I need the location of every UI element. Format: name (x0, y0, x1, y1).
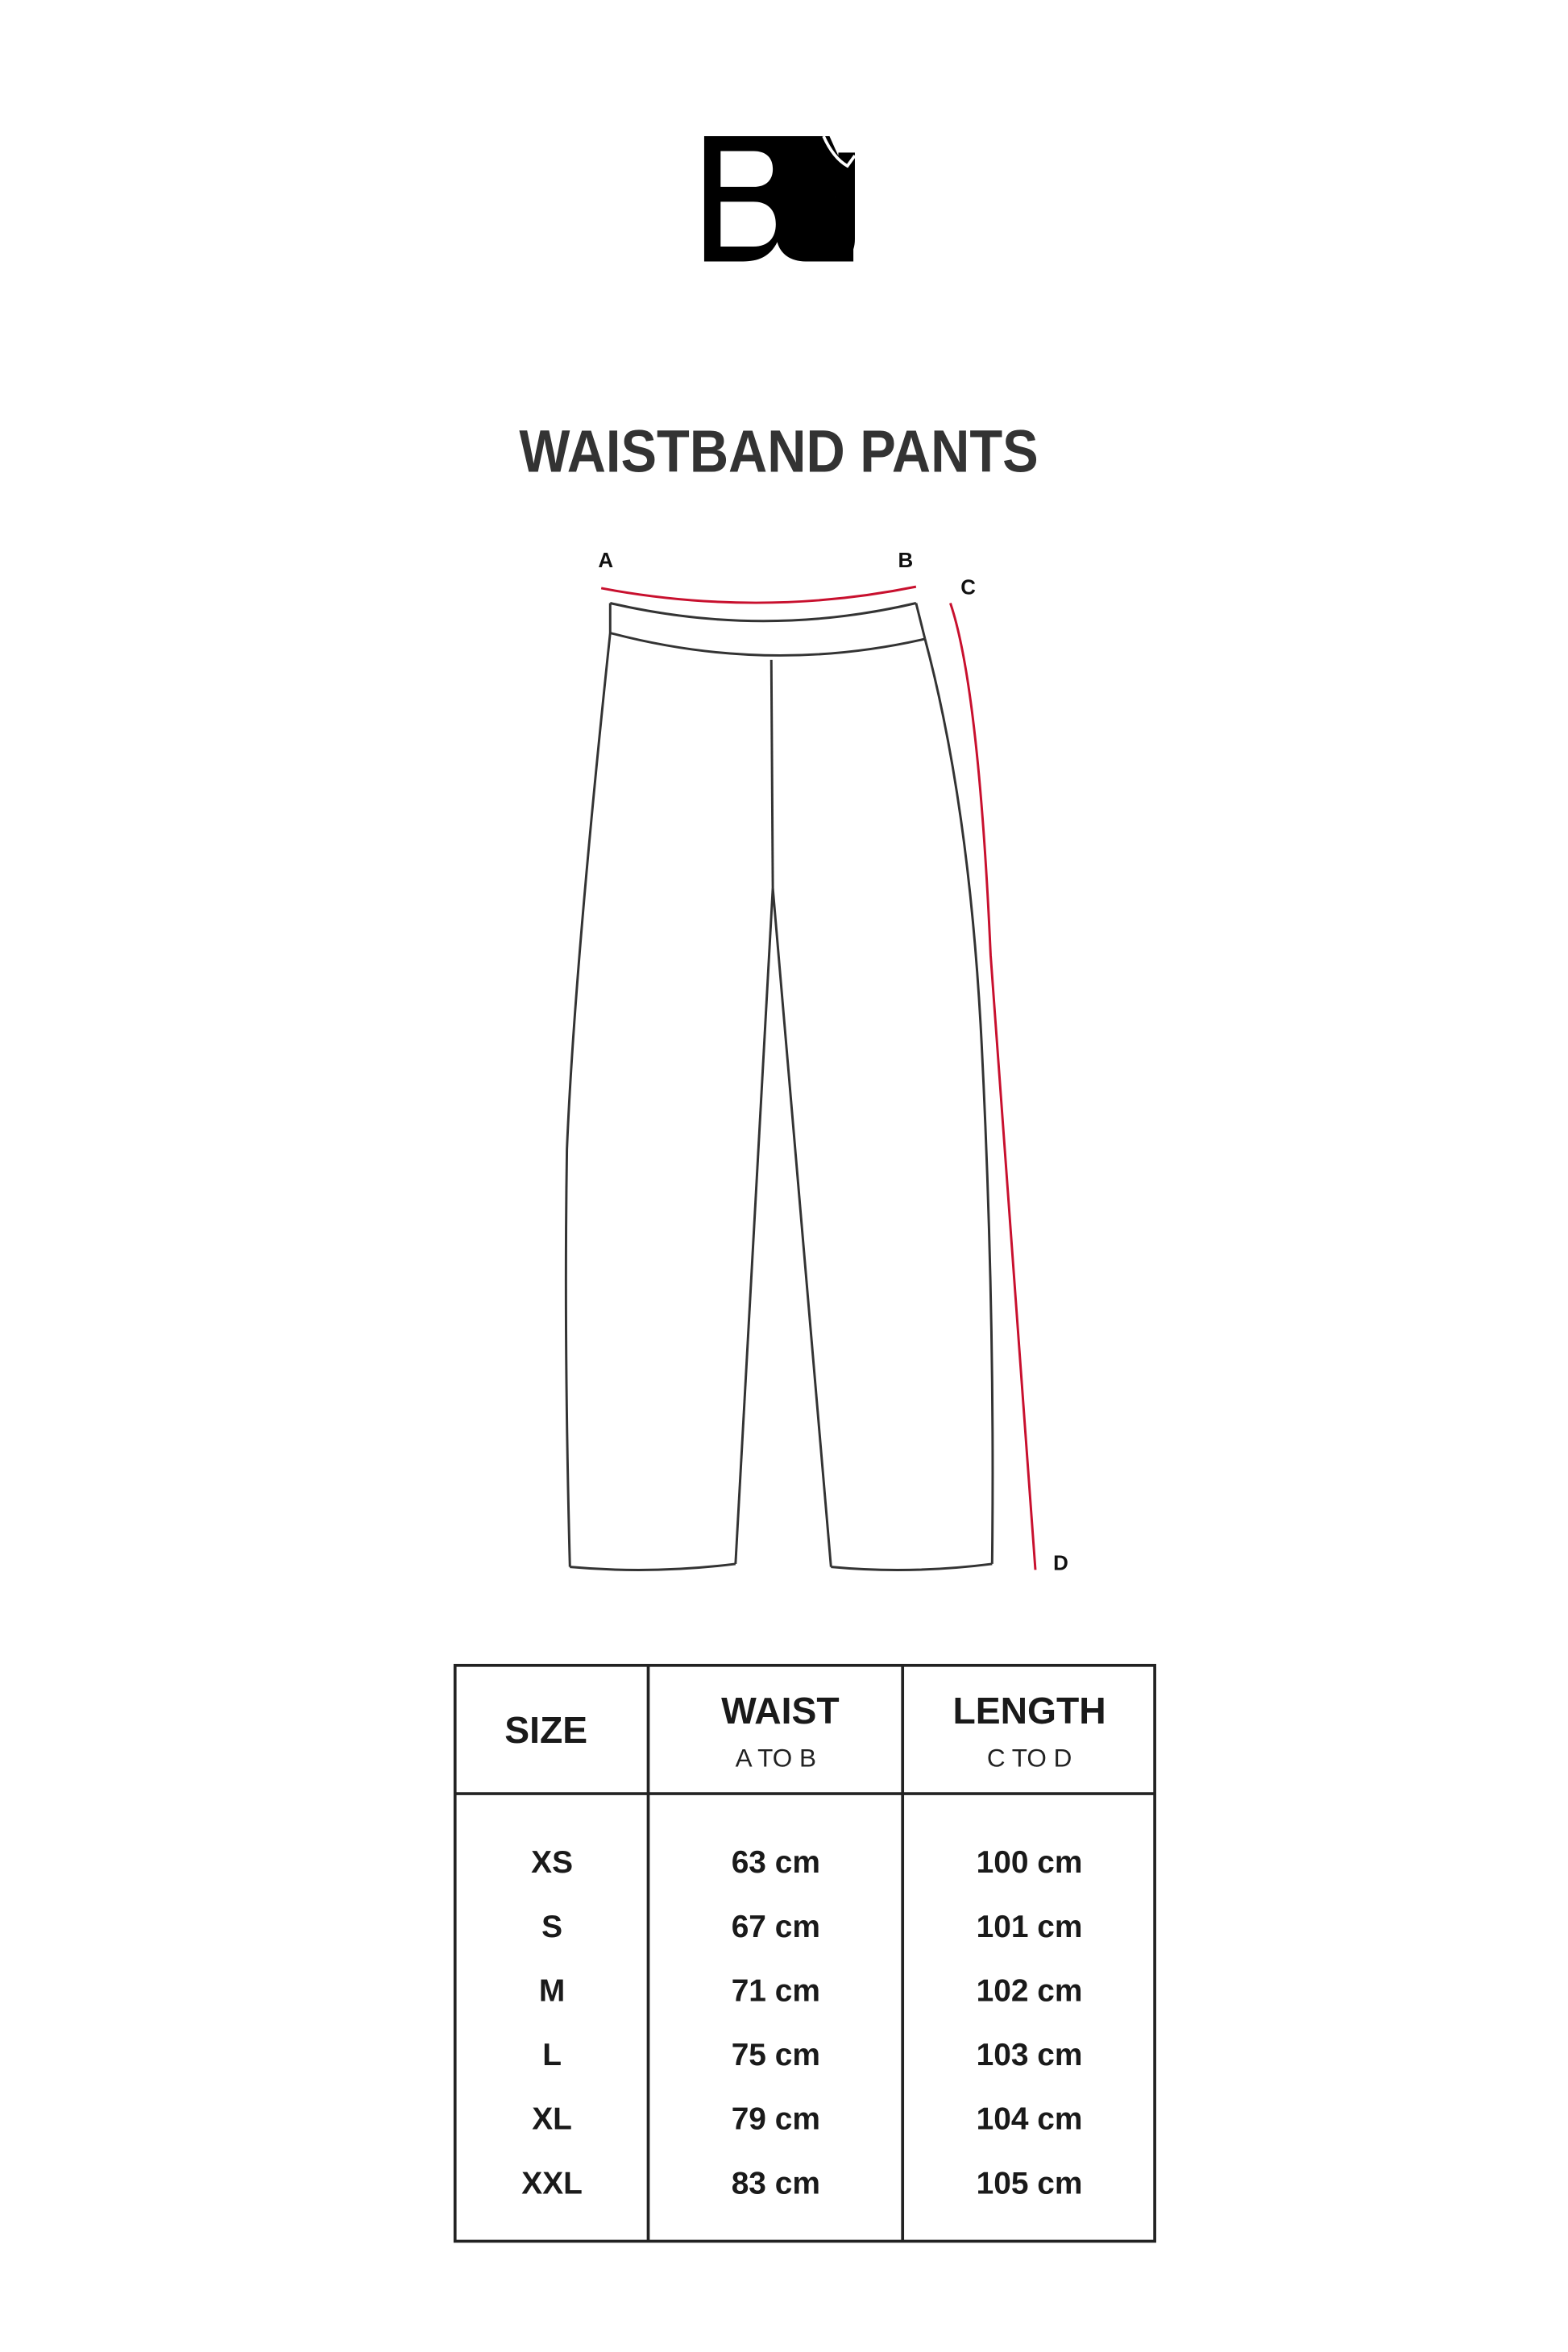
table-row: L 75 cm 103 cm (542, 2038, 1082, 2072)
cell-waist: 63 cm (732, 1845, 820, 1880)
header-length-sub: C TO D (987, 1744, 1072, 1773)
cell-length: 105 cm (977, 2166, 1083, 2201)
cell-size: XL (532, 2102, 572, 2137)
right-inner-seam (771, 888, 832, 1567)
right-outer-seam (923, 638, 994, 1564)
cell-size: L (542, 2038, 562, 2072)
cell-waist: 67 cm (732, 1910, 820, 1944)
page-title: WAISTBAND PANTS (519, 418, 1038, 485)
cell-waist: 75 cm (732, 2038, 820, 2072)
center-seam (769, 659, 774, 889)
cell-size: M (539, 1973, 565, 2008)
waist-measure-line (600, 585, 917, 604)
table-row: XXL 83 cm 105 cm (521, 2166, 1082, 2201)
waistband-top (609, 602, 917, 623)
cell-waist: 71 cm (732, 1973, 820, 2008)
cell-length: 103 cm (977, 2038, 1083, 2072)
pants-diagram (564, 602, 994, 1571)
length-measure-line (949, 603, 1037, 1570)
cell-size: XXL (521, 2166, 583, 2201)
waistband-right-edge (915, 603, 927, 640)
point-d-label: D (1053, 1552, 1068, 1574)
left-inner-seam (734, 888, 774, 1564)
cell-length: 104 cm (977, 2102, 1083, 2137)
table-row: XL 79 cm 104 cm (532, 2102, 1082, 2137)
table-row: S 67 cm 101 cm (541, 1910, 1082, 1944)
header-size: SIZE (504, 1709, 587, 1751)
table-row: M 71 cm 102 cm (539, 1973, 1083, 2008)
left-hem (570, 1562, 736, 1571)
header-waist-sub: A TO B (736, 1744, 816, 1773)
cell-waist: 79 cm (732, 2102, 820, 2137)
cell-waist: 83 cm (732, 2166, 820, 2201)
brand-logo (703, 135, 857, 262)
cell-length: 102 cm (977, 1973, 1083, 2008)
cell-size: S (541, 1910, 562, 1944)
point-a-label: A (598, 550, 613, 572)
cell-size: XS (531, 1845, 573, 1880)
cell-length: 100 cm (977, 1845, 1083, 1880)
waistband-bottom (609, 632, 926, 657)
cell-length: 101 cm (977, 1910, 1083, 1944)
header-length: LENGTH (952, 1690, 1105, 1732)
measurement-lines (600, 585, 1037, 1570)
left-outer-seam (564, 633, 612, 1567)
size-table: SIZE WAIST A TO B LENGTH C TO D XS 63 cm 1… (453, 1663, 1156, 2243)
point-b-label: B (898, 550, 914, 572)
table-row: XS 63 cm 100 cm (531, 1845, 1082, 1880)
right-hem (831, 1562, 993, 1571)
header-waist: WAIST (721, 1690, 840, 1732)
point-c-label: C (960, 576, 976, 599)
